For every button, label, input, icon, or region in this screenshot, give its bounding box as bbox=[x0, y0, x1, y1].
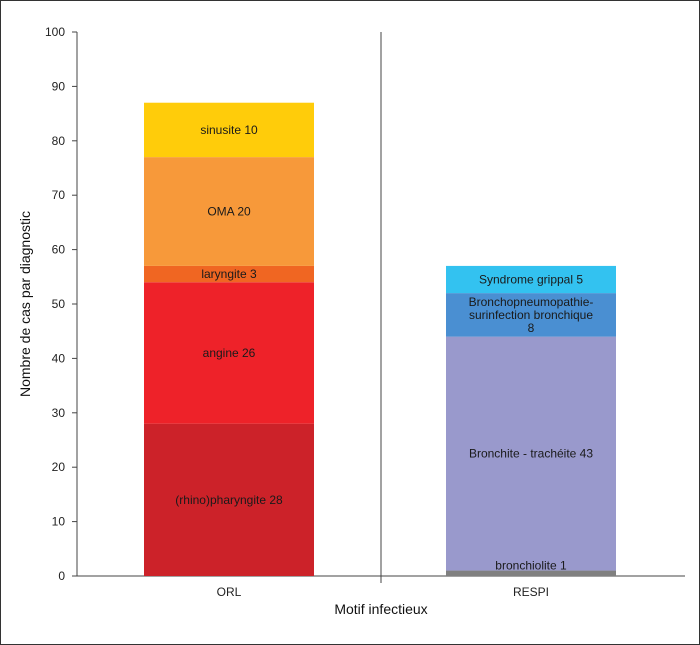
y-tick-label: 30 bbox=[52, 406, 66, 420]
bar-segment-orl-0 bbox=[144, 423, 314, 576]
x-tick-label: RESPI bbox=[513, 585, 549, 599]
y-axis-title: Nombre de cas par diagnostic bbox=[17, 211, 33, 397]
y-tick-label: 10 bbox=[52, 515, 66, 529]
bars: (rhino)pharyngite 28 angine 26 laryngite 3… bbox=[144, 102, 616, 576]
bar-segment-respi-1 bbox=[446, 336, 616, 571]
y-ticks: 0 10 20 30 40 50 60 70 80 90 100 bbox=[45, 25, 77, 583]
bar-segment-orl-1 bbox=[144, 282, 314, 424]
y-tick-label: 60 bbox=[52, 243, 66, 257]
bar-segment-label: (rhino)pharyngite 28 bbox=[175, 493, 283, 507]
x-tick-label: ORL bbox=[217, 585, 242, 599]
bar-segment-label: sinusite 10 bbox=[200, 123, 258, 137]
bar-segment-label: OMA 20 bbox=[207, 205, 251, 219]
bar-segment-orl-4 bbox=[144, 102, 314, 158]
bar-segment-label: laryngite 3 bbox=[201, 267, 257, 281]
bar-segment-label: Bronchopneumopathie- bbox=[469, 295, 594, 309]
y-tick-label: 70 bbox=[52, 188, 66, 202]
y-tick-label: 20 bbox=[52, 460, 66, 474]
bar-segment-label: bronchiolite 1 bbox=[495, 559, 567, 573]
bar-segment-label: Syndrome grippal 5 bbox=[479, 273, 583, 287]
y-tick-label: 50 bbox=[52, 297, 66, 311]
x-axis-title: Motif infectieux bbox=[334, 601, 427, 617]
y-tick-label: 100 bbox=[45, 25, 65, 39]
bar-segment-label: surinfection bronchique bbox=[469, 308, 593, 322]
x-ticks: ORL RESPI bbox=[217, 585, 549, 599]
y-tick-label: 40 bbox=[52, 351, 66, 365]
bar-segment-label: 8 bbox=[528, 321, 535, 335]
bar-segment-label: Bronchite - trachéite 43 bbox=[469, 447, 593, 461]
bar-segment-respi-3 bbox=[446, 265, 616, 294]
bar-segment-orl-2 bbox=[144, 265, 314, 283]
bar-segment-orl-3 bbox=[144, 157, 314, 266]
bar-segment-label: angine 26 bbox=[203, 346, 256, 360]
bar-segment-respi-0 bbox=[446, 570, 616, 576]
bar-segment-respi-2 bbox=[446, 293, 616, 337]
y-tick-label: 90 bbox=[52, 79, 66, 93]
y-tick-label: 80 bbox=[52, 134, 66, 148]
y-tick-label: 0 bbox=[58, 569, 65, 583]
